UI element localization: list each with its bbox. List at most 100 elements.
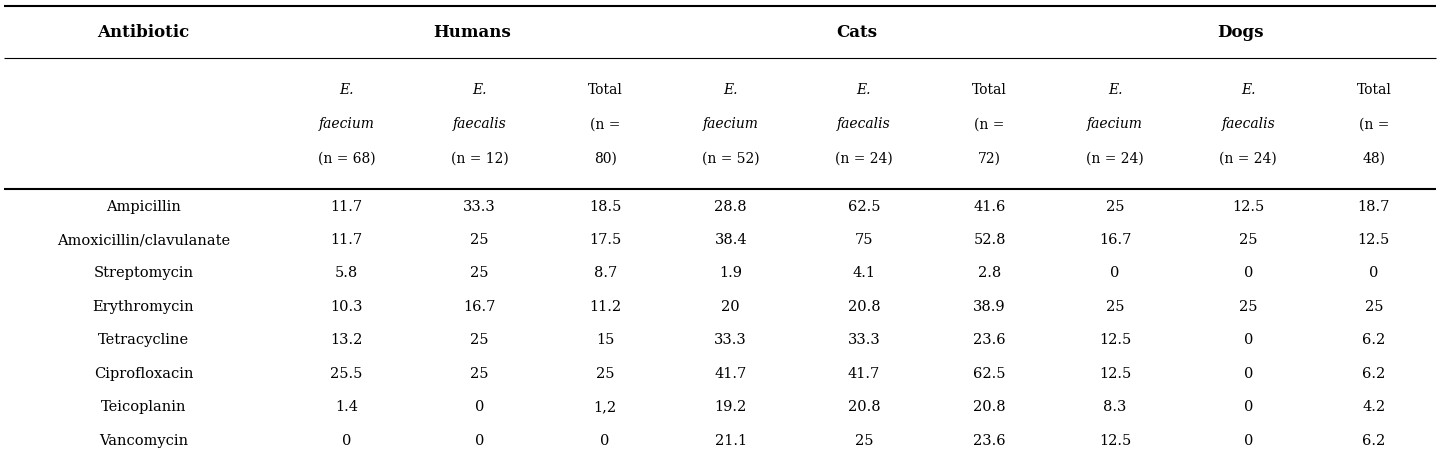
Text: Total: Total (588, 83, 622, 97)
Text: Ciprofloxacin: Ciprofloxacin (94, 366, 193, 380)
Text: 23.6: 23.6 (973, 333, 1005, 346)
Text: 25: 25 (471, 333, 488, 346)
Text: 80): 80) (593, 152, 616, 166)
Text: (n = 24): (n = 24) (1086, 152, 1143, 166)
Text: Erythromycin: Erythromycin (92, 299, 194, 313)
Text: 25: 25 (855, 433, 873, 446)
Text: Ampicillin: Ampicillin (107, 199, 181, 213)
Text: 21.1: 21.1 (714, 433, 747, 446)
Text: (n = 24): (n = 24) (1220, 152, 1277, 166)
Text: 25.5: 25.5 (330, 366, 363, 380)
Text: 6.2: 6.2 (1362, 366, 1385, 380)
Text: 8.7: 8.7 (593, 266, 616, 280)
Text: 75: 75 (855, 233, 873, 246)
Text: 0: 0 (1244, 266, 1253, 280)
Text: E.: E. (857, 83, 871, 97)
Text: 25: 25 (596, 366, 615, 380)
Text: Total: Total (1356, 83, 1391, 97)
Text: Total: Total (972, 83, 1007, 97)
Text: 18.5: 18.5 (589, 199, 621, 213)
Text: 0: 0 (600, 433, 611, 446)
Text: 25: 25 (1106, 299, 1125, 313)
Text: 6.2: 6.2 (1362, 333, 1385, 346)
Text: 72): 72) (978, 152, 1001, 166)
Text: 8.3: 8.3 (1103, 400, 1126, 413)
Text: 62.5: 62.5 (848, 199, 880, 213)
Text: 1.9: 1.9 (719, 266, 742, 280)
Text: 1.4: 1.4 (336, 400, 359, 413)
Text: 15: 15 (596, 333, 615, 346)
Text: 0: 0 (1369, 266, 1378, 280)
Text: 48): 48) (1362, 152, 1385, 166)
Text: faecium: faecium (318, 117, 374, 131)
Text: 2.8: 2.8 (978, 266, 1001, 280)
Text: 20: 20 (721, 299, 740, 313)
Text: 41.6: 41.6 (973, 199, 1005, 213)
Text: 0: 0 (1110, 266, 1120, 280)
Text: E.: E. (1107, 83, 1122, 97)
Text: 4.1: 4.1 (852, 266, 876, 280)
Text: 28.8: 28.8 (714, 199, 747, 213)
Text: 25: 25 (1238, 233, 1257, 246)
Text: 41.7: 41.7 (714, 366, 747, 380)
Text: 0: 0 (475, 433, 484, 446)
Text: (n = 12): (n = 12) (451, 152, 508, 166)
Text: E.: E. (723, 83, 737, 97)
Text: (n =: (n = (590, 117, 621, 131)
Text: 52.8: 52.8 (973, 233, 1005, 246)
Text: Vancomycin: Vancomycin (99, 433, 189, 446)
Text: (n =: (n = (975, 117, 1005, 131)
Text: 19.2: 19.2 (714, 400, 747, 413)
Text: Dogs: Dogs (1217, 24, 1264, 41)
Text: 0: 0 (341, 433, 351, 446)
Text: 0: 0 (1244, 333, 1253, 346)
Text: 12.5: 12.5 (1099, 366, 1132, 380)
Text: 16.7: 16.7 (464, 299, 495, 313)
Text: 16.7: 16.7 (1099, 233, 1132, 246)
Text: Humans: Humans (433, 24, 511, 41)
Text: 20.8: 20.8 (848, 400, 880, 413)
Text: Tetracycline: Tetracycline (98, 333, 189, 346)
Text: 18.7: 18.7 (1358, 199, 1390, 213)
Text: 25: 25 (1365, 299, 1382, 313)
Text: Antibiotic: Antibiotic (98, 24, 190, 41)
Text: 6.2: 6.2 (1362, 433, 1385, 446)
Text: 33.3: 33.3 (464, 199, 495, 213)
Text: 38.4: 38.4 (714, 233, 747, 246)
Text: Teicoplanin: Teicoplanin (101, 400, 186, 413)
Text: 25: 25 (471, 366, 488, 380)
Text: 25: 25 (471, 266, 488, 280)
Text: 38.9: 38.9 (973, 299, 1005, 313)
Text: faecalis: faecalis (837, 117, 891, 131)
Text: Amoxicillin/clavulanate: Amoxicillin/clavulanate (58, 233, 230, 246)
Text: 20.8: 20.8 (848, 299, 880, 313)
Text: 1,2: 1,2 (593, 400, 616, 413)
Text: 20.8: 20.8 (973, 400, 1005, 413)
Text: 12.5: 12.5 (1099, 433, 1132, 446)
Text: (n = 68): (n = 68) (318, 152, 376, 166)
Text: faecium: faecium (1087, 117, 1143, 131)
Text: 12.5: 12.5 (1233, 199, 1264, 213)
Text: 5.8: 5.8 (334, 266, 359, 280)
Text: 25: 25 (1238, 299, 1257, 313)
Text: 25: 25 (471, 233, 488, 246)
Text: 33.3: 33.3 (848, 333, 880, 346)
Text: 11.2: 11.2 (589, 299, 621, 313)
Text: 4.2: 4.2 (1362, 400, 1385, 413)
Text: Streptomycin: Streptomycin (94, 266, 193, 280)
Text: Cats: Cats (835, 24, 877, 41)
Text: faecium: faecium (703, 117, 759, 131)
Text: faecalis: faecalis (1221, 117, 1276, 131)
Text: 23.6: 23.6 (973, 433, 1005, 446)
Text: 17.5: 17.5 (589, 233, 621, 246)
Text: 62.5: 62.5 (973, 366, 1005, 380)
Text: (n = 24): (n = 24) (835, 152, 893, 166)
Text: 12.5: 12.5 (1099, 333, 1132, 346)
Text: 10.3: 10.3 (330, 299, 363, 313)
Text: 33.3: 33.3 (714, 333, 747, 346)
Text: 11.7: 11.7 (330, 233, 363, 246)
Text: 0: 0 (1244, 433, 1253, 446)
Text: 13.2: 13.2 (330, 333, 363, 346)
Text: E.: E. (472, 83, 487, 97)
Text: 12.5: 12.5 (1358, 233, 1390, 246)
